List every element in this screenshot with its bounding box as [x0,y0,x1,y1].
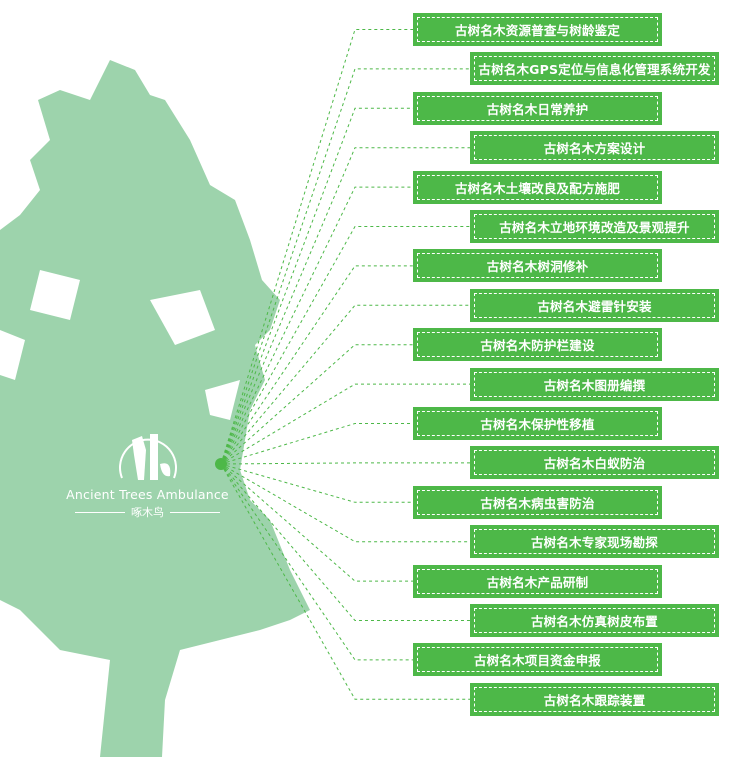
service-box[interactable]: 古树名木仿真树皮布置 [470,604,719,637]
connector-line [220,344,413,465]
service-label: 古树名木土壤改良及配方施肥 [454,180,621,196]
connector-line [220,304,470,465]
service-label: 古树名木图册编撰 [543,377,646,393]
connector-line [220,186,413,465]
connector-line [220,463,413,661]
hub-dot [215,458,227,470]
service-box[interactable]: 古树名木日常养护 [413,91,662,125]
service-box[interactable]: 古树名木防护栏建设 [413,328,662,362]
connector-line [220,107,413,465]
service-label: 古树名木病虫害防治 [480,495,595,511]
service-box[interactable]: 古树名木产品研制 [413,564,662,598]
service-box[interactable]: 古树名木项目资金申报 [413,643,662,677]
connector-line [220,147,470,465]
service-label: 古树名木白蚁防治 [543,456,646,472]
connector-line [220,383,470,465]
service-box[interactable]: 古树名木树洞修补 [413,249,662,283]
service-label: 古树名木产品研制 [486,574,589,590]
service-label: 古树名木项目资金申报 [473,653,601,669]
service-label: 古树名木仿真树皮布置 [530,614,658,629]
logo-english-name: Ancient Trees Ambulance [66,487,229,502]
connector-line [220,463,413,582]
connector-line [220,423,413,465]
service-label: 古树名木立地环境改造及景观提升 [499,220,690,235]
connector-line [220,463,470,700]
service-box[interactable]: 古树名木病虫害防治 [413,485,662,519]
connector-line [220,462,470,465]
connector-line [220,265,413,465]
connector-line [220,463,413,503]
connector-line [220,226,470,465]
service-box[interactable]: 古树名木方案设计 [470,131,719,165]
service-label: 古树名木GPS定位与信息化管理系统开发 [478,62,711,78]
logo: Ancient Trees Ambulance 啄木鸟 [60,420,235,519]
service-label: 古树名木避雷针安装 [537,298,652,314]
service-box[interactable]: 古树名木立地环境改造及景观提升 [470,210,719,243]
connector-line [220,29,413,465]
service-label: 古树名木保护性移植 [480,417,595,432]
service-box[interactable]: 古树名木图册编撰 [470,367,719,401]
connector-lines [220,29,470,700]
logo-chinese-name: 啄木鸟 [131,506,164,519]
service-label: 古树名木资源普查与树龄鉴定 [454,23,621,38]
service-box[interactable]: 古树名木资源普查与树龄鉴定 [413,13,662,46]
service-box[interactable]: 古树名木GPS定位与信息化管理系统开发 [470,52,719,86]
service-box[interactable]: 古树名木避雷针安装 [470,288,719,322]
service-label: 古树名木专家现场勘探 [530,535,658,551]
connector-line [220,68,470,465]
service-label: 古树名木跟踪装置 [543,692,646,708]
woodpecker-logo-icon [119,434,177,480]
service-box[interactable]: 古树名木保护性移植 [413,407,662,440]
service-box[interactable]: 古树名木土壤改良及配方施肥 [413,170,662,204]
service-box[interactable]: 古树名木专家现场勘探 [470,525,719,559]
service-label: 古树名木日常养护 [486,101,589,117]
service-box[interactable]: 古树名木跟踪装置 [470,682,719,716]
service-label: 古树名木树洞修补 [486,259,589,275]
service-label: 古树名木防护栏建设 [480,338,595,354]
service-box[interactable]: 古树名木白蚁防治 [470,446,719,480]
connector-line [220,463,470,621]
service-label: 古树名木方案设计 [543,141,646,157]
